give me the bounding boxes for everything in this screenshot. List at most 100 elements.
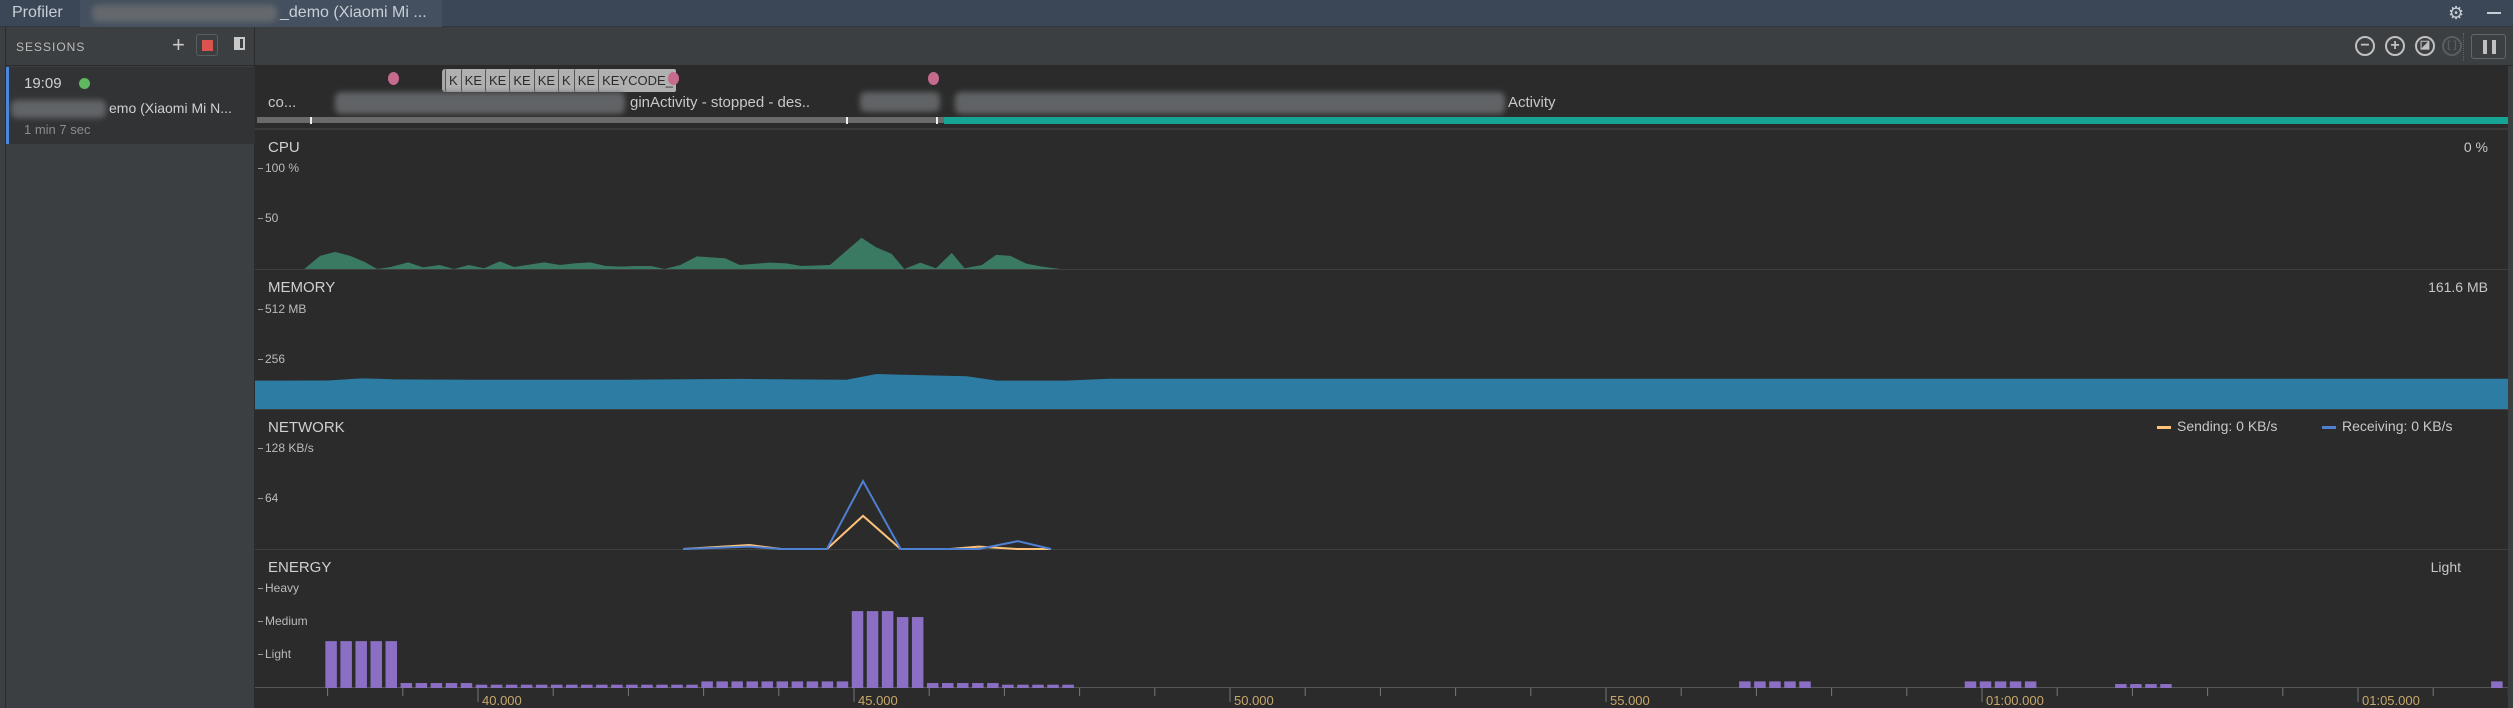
energy-bar [475, 684, 488, 688]
activity-label[interactable]: Activity [1508, 94, 1556, 111]
memory-chart [255, 374, 2508, 409]
energy-monitor[interactable]: ENERGY Light Heavy Medium Light [255, 550, 2508, 688]
sessions-header: SESSIONS + [6, 27, 255, 66]
timeline-toolbar: − + ◪ [ ] [255, 27, 2513, 66]
toolbar-divider [2463, 33, 2464, 61]
energy-bar [415, 683, 428, 688]
collapse-panel-button[interactable] [234, 37, 245, 50]
energy-bar [1979, 681, 1992, 688]
plus-icon[interactable]: + [172, 32, 185, 57]
y-tick-label: 128 KB/s [258, 441, 314, 455]
stop-session-button[interactable] [196, 34, 218, 56]
energy-bar [791, 681, 804, 688]
cpu-monitor[interactable]: CPU 0 % 100 % 50 [255, 131, 2508, 270]
session-tab[interactable]: _demo (Xiaomi Mi ... [80, 0, 442, 27]
key-event[interactable]: KE [509, 69, 534, 92]
redacted-blur [11, 100, 106, 118]
session-live-indicator [79, 78, 90, 89]
time-axis: 40.000 45.000 50.000 55.000 01:00.000 01… [255, 688, 2508, 708]
touch-event-dot[interactable] [928, 72, 939, 85]
key-events[interactable]: K KE KE KE KE K KE KEYCODE_ [442, 69, 676, 92]
touch-event-dot[interactable] [388, 72, 399, 85]
activity-label[interactable]: co... [268, 94, 297, 111]
energy-bar [355, 641, 367, 688]
energy-bar [761, 681, 774, 688]
network-title: NETWORK [268, 419, 345, 436]
redacted-blur [335, 92, 625, 114]
energy-bar [957, 683, 969, 688]
time-label: 50.000 [1234, 693, 1274, 708]
redacted-blur [955, 92, 1505, 114]
energy-bar [1769, 681, 1781, 688]
memory-usage-area [255, 374, 2508, 409]
activity-label[interactable]: ginActivity - stopped - des.. [630, 94, 811, 111]
key-event[interactable]: K [445, 69, 461, 92]
energy-title: ENERGY [268, 559, 332, 576]
energy-bar [671, 684, 683, 688]
energy-bar [942, 683, 954, 688]
legend-receiving: Receiving: 0 KB/s [2322, 418, 2453, 434]
energy-bar [746, 681, 758, 688]
y-tick-label: 100 % [258, 161, 299, 175]
y-tick-label: 512 MB [258, 302, 306, 316]
energy-bar [866, 611, 879, 688]
energy-bar [400, 683, 413, 688]
network-chart [683, 479, 1052, 550]
key-event[interactable]: KE [533, 69, 559, 92]
energy-bar [1754, 681, 1766, 688]
legend-sending-label: Sending: 0 KB/s [2177, 418, 2278, 434]
reset-zoom-icon[interactable]: ◪ [2415, 36, 2435, 56]
zoom-in-icon[interactable]: + [2385, 36, 2405, 56]
touch-event-dot[interactable] [668, 72, 679, 85]
cpu-usage-area [304, 237, 1061, 269]
key-event[interactable]: KEYCODE_ [598, 69, 676, 92]
energy-bar [2024, 681, 2037, 688]
energy-bar [731, 681, 743, 688]
y-tick-label: Heavy [258, 581, 299, 595]
key-event[interactable]: KE [573, 69, 599, 92]
sending-line [683, 514, 1052, 550]
energy-bar [596, 684, 608, 688]
lifecycle-marker [310, 117, 312, 124]
energy-bar [926, 683, 939, 688]
scrollbar-track[interactable] [2508, 66, 2513, 708]
event-timeline[interactable]: K KE KE KE KE K KE KEYCODE_ co... ginAct… [255, 66, 2510, 130]
cpu-current-value: 0 % [2463, 139, 2488, 155]
title-bar: Profiler _demo (Xiaomi Mi ... ⚙ [0, 0, 2513, 27]
energy-bar [972, 683, 984, 688]
energy-bar [2160, 684, 2172, 688]
time-label: 01:05.000 [2362, 693, 2420, 708]
minimize-icon[interactable] [2487, 12, 2501, 14]
energy-bar [2145, 684, 2157, 688]
memory-monitor[interactable]: MEMORY 161.6 MB 512 MB 256 [255, 271, 2508, 410]
key-event[interactable]: KE [460, 69, 486, 92]
network-monitor[interactable]: NETWORK Sending: 0 KB/s Receiving: 0 KB/… [255, 410, 2508, 550]
energy-bar [851, 611, 864, 688]
energy-bar [370, 641, 382, 688]
time-axis-ticks [327, 688, 2508, 702]
redacted-blur [92, 5, 277, 22]
panel-icon [236, 39, 240, 48]
energy-bar [1062, 684, 1074, 688]
lifecycle-marker [846, 117, 848, 124]
energy-bar [1784, 681, 1796, 688]
current-activity-bar[interactable] [944, 117, 2510, 124]
receiving-line [683, 479, 1052, 550]
session-item[interactable]: 19:09 emo (Xiaomi Mi N... 1 min 7 sec [6, 67, 255, 144]
key-event[interactable]: K [558, 69, 574, 92]
energy-bar [686, 684, 698, 688]
key-event[interactable]: KE [485, 69, 510, 92]
energy-bar [566, 684, 578, 688]
zoom-out-icon[interactable]: − [2355, 36, 2375, 56]
stop-icon [202, 40, 213, 51]
activity-lifecycle-bar[interactable] [257, 117, 944, 123]
pause-button[interactable] [2471, 34, 2506, 59]
energy-bar [535, 684, 548, 688]
energy-bar [520, 684, 533, 688]
energy-bar [445, 683, 458, 688]
energy-bar [1002, 684, 1014, 688]
energy-bar [2115, 684, 2127, 688]
time-label: 45.000 [858, 693, 898, 708]
gear-icon[interactable]: ⚙ [2448, 3, 2465, 23]
energy-bar [776, 681, 789, 688]
